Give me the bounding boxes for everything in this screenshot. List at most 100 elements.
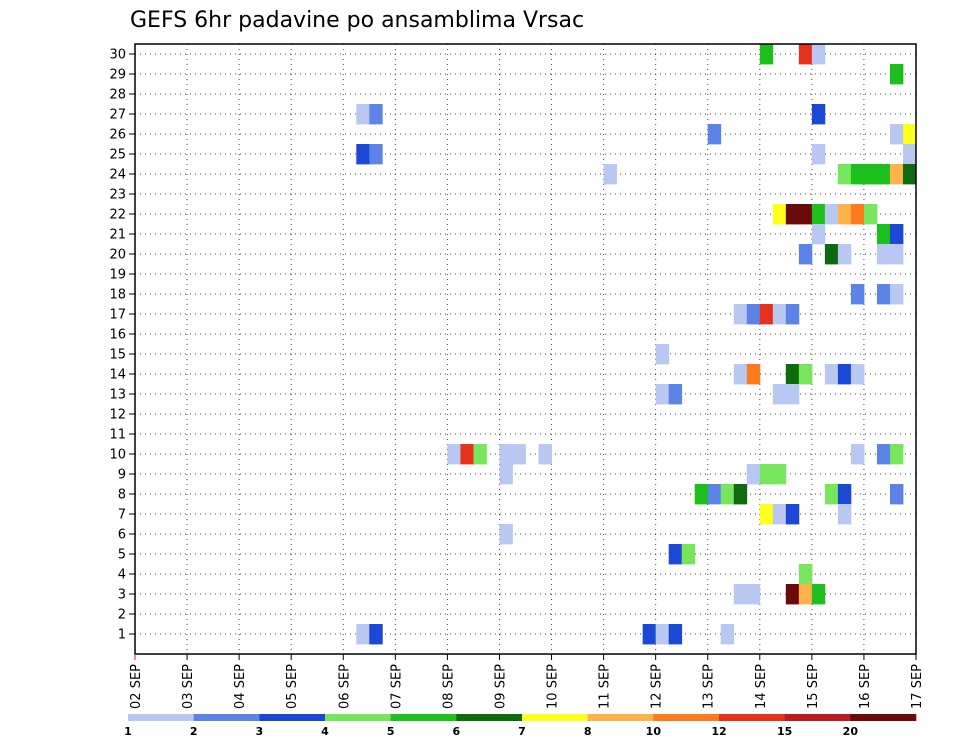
- heatmap-cell: [499, 524, 513, 545]
- heatmap-cell: [499, 444, 513, 465]
- heatmap-cell: [733, 584, 748, 605]
- heatmap-cell: [811, 104, 826, 125]
- heatmap-cell: [746, 364, 761, 385]
- y-tick-label: 1: [118, 628, 126, 643]
- heatmap-cell: [785, 504, 800, 525]
- colorbar-swatch: [784, 714, 851, 721]
- heatmap-cell: [655, 384, 670, 405]
- colorbar-swatch: [719, 714, 785, 721]
- heatmap-cell: [837, 364, 852, 385]
- y-tick-label: 7: [118, 508, 126, 523]
- y-tick-label: 2: [118, 608, 126, 623]
- heatmap-cell: [889, 284, 904, 305]
- heatmap-cell: [772, 384, 787, 405]
- heatmap-cell: [746, 584, 761, 605]
- y-tick-label: 13: [109, 388, 126, 403]
- heatmap-cell: [876, 444, 891, 465]
- colorbar-swatch: [850, 714, 917, 721]
- heatmap-cell: [785, 584, 800, 605]
- y-tick-label: 21: [109, 228, 126, 243]
- y-tick-label: 11: [109, 428, 126, 443]
- heatmap-cell: [655, 344, 670, 365]
- heatmap-cell: [837, 204, 852, 225]
- colorbar-swatch: [193, 714, 260, 721]
- heatmap-cell: [356, 144, 370, 165]
- heatmap-cell: [850, 204, 865, 225]
- colorbar-swatch: [128, 714, 194, 721]
- heatmap-cell: [811, 144, 826, 165]
- heatmap-cell: [785, 364, 800, 385]
- heatmap-cell: [447, 444, 461, 465]
- x-tick-label: 03 SEP: [181, 664, 196, 709]
- x-tick-label: 02 SEP: [129, 664, 144, 709]
- heatmap-cell: [499, 464, 513, 485]
- x-tick-label: 10 SEP: [546, 664, 561, 709]
- y-tick-label: 24: [109, 168, 126, 183]
- x-tick-label: 11 SEP: [598, 664, 613, 709]
- heatmap-cell: [785, 204, 800, 225]
- heatmap-cell: [824, 244, 839, 265]
- y-tick-label: 4: [118, 568, 126, 583]
- heatmap-cell: [759, 464, 774, 485]
- heatmap-cell: [889, 484, 904, 505]
- plot-frame: [134, 43, 917, 655]
- x-tick-label: 09 SEP: [493, 664, 508, 709]
- heatmap-cell: [889, 224, 904, 245]
- chart-title: GEFS 6hr padavine po ansamblima Vrsac: [130, 8, 584, 33]
- heatmap-cell: [889, 244, 904, 265]
- heatmap-cell: [356, 624, 370, 645]
- heatmap-cell: [772, 304, 787, 325]
- x-tick-label: 06 SEP: [337, 664, 352, 709]
- colorbar-swatch: [325, 714, 391, 721]
- heatmap-cell: [707, 484, 722, 505]
- heatmap-cell: [746, 464, 761, 485]
- heatmap-cell: [473, 444, 487, 465]
- heatmap-cell: [759, 44, 774, 65]
- heatmap-cell: [642, 624, 657, 645]
- colorbar-swatch: [653, 714, 720, 721]
- heatmap-cell: [772, 204, 787, 225]
- y-tick-label: 26: [109, 128, 126, 143]
- heatmap-cell: [824, 484, 839, 505]
- y-tick-label: 8: [118, 488, 126, 503]
- heatmap-cell: [733, 304, 748, 325]
- y-tick-label: 6: [118, 528, 126, 543]
- heatmap-cell: [668, 544, 683, 565]
- heatmap-cell: [746, 304, 761, 325]
- x-tick-label: 15 SEP: [806, 664, 821, 709]
- heatmap-cell: [876, 164, 891, 185]
- y-tick-label: 25: [109, 148, 126, 163]
- y-tick-label: 19: [109, 268, 126, 283]
- colorbar-label: 15: [777, 725, 792, 738]
- y-tick-label: 27: [109, 108, 126, 123]
- heatmap-cell: [811, 224, 826, 245]
- heatmap-cell: [889, 444, 904, 465]
- x-tick-label: 12 SEP: [650, 664, 665, 709]
- colorbar-label: 12: [711, 725, 726, 738]
- heatmap-cell: [811, 584, 826, 605]
- heatmap-cell: [733, 484, 748, 505]
- heatmap-cell: [902, 164, 917, 185]
- colorbar-label: 4: [321, 725, 329, 738]
- heatmap-cell: [837, 244, 852, 265]
- heatmap-cell: [850, 444, 865, 465]
- heatmap-cell: [720, 624, 735, 645]
- heatmap-cell: [369, 104, 383, 125]
- colorbar-swatch: [522, 714, 588, 721]
- heatmap-cell: [603, 164, 618, 185]
- y-tick-label: 23: [109, 188, 126, 203]
- y-tick-label: 30: [109, 48, 126, 63]
- heatmap-cell: [798, 204, 813, 225]
- colorbar-swatch: [259, 714, 326, 721]
- heatmap-cell: [694, 484, 709, 505]
- colorbar-label: 20: [843, 725, 859, 738]
- y-tick-label: 14: [109, 368, 126, 383]
- heatmap-cell: [785, 384, 800, 405]
- heatmap-cell: [837, 504, 852, 525]
- heatmap-cell: [538, 444, 552, 465]
- heatmap-cell: [759, 304, 774, 325]
- y-tick-label: 22: [109, 208, 126, 223]
- x-axis: 02 SEP 03 SEP 04 SEP 05 SEP 06 SEP 07 SEP 08 S…: [129, 654, 925, 709]
- heatmap-cell: [759, 504, 774, 525]
- heatmap-cell: [772, 504, 787, 525]
